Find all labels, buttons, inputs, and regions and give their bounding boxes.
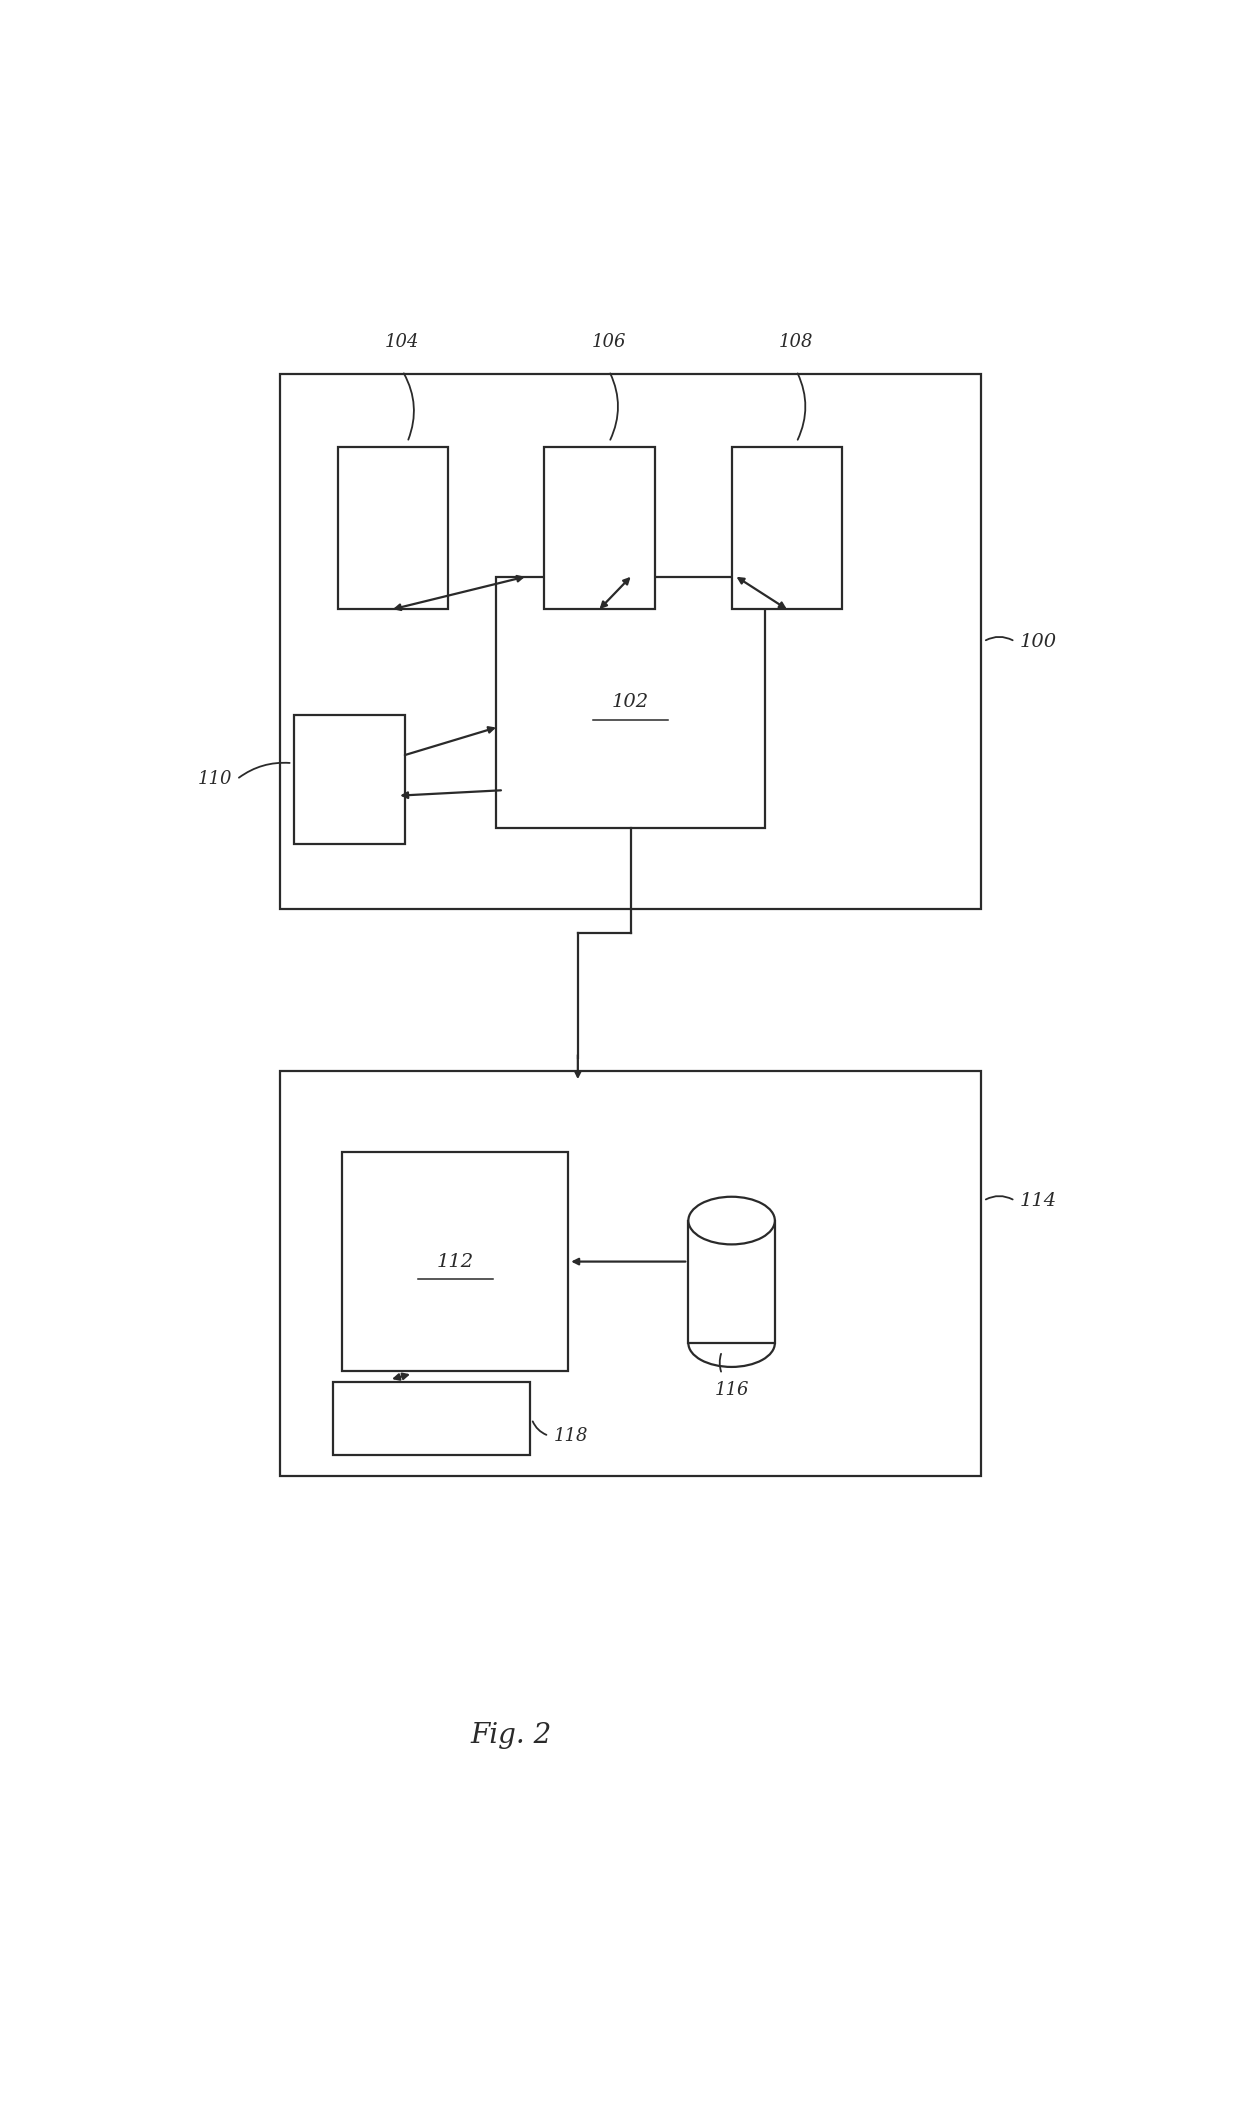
Text: 102: 102 [613,693,650,711]
Bar [294,714,404,844]
Bar [496,577,765,827]
Bar [332,1383,529,1455]
Text: 106: 106 [591,333,626,352]
Text: 110: 110 [197,770,232,789]
Text: 114: 114 [1019,1191,1056,1210]
Text: 118: 118 [554,1427,588,1444]
Text: Fig. 2: Fig. 2 [470,1722,552,1749]
Bar [280,1071,982,1476]
Text: 112: 112 [436,1252,474,1271]
Bar [280,375,982,909]
Text: 108: 108 [779,333,813,352]
Bar [544,446,655,608]
Text: 104: 104 [386,333,419,352]
Bar [337,446,448,608]
Text: 100: 100 [1019,634,1056,650]
Ellipse shape [688,1198,775,1244]
Bar [342,1151,568,1370]
Bar [732,446,842,608]
Text: 116: 116 [714,1381,749,1400]
Bar [688,1221,775,1343]
